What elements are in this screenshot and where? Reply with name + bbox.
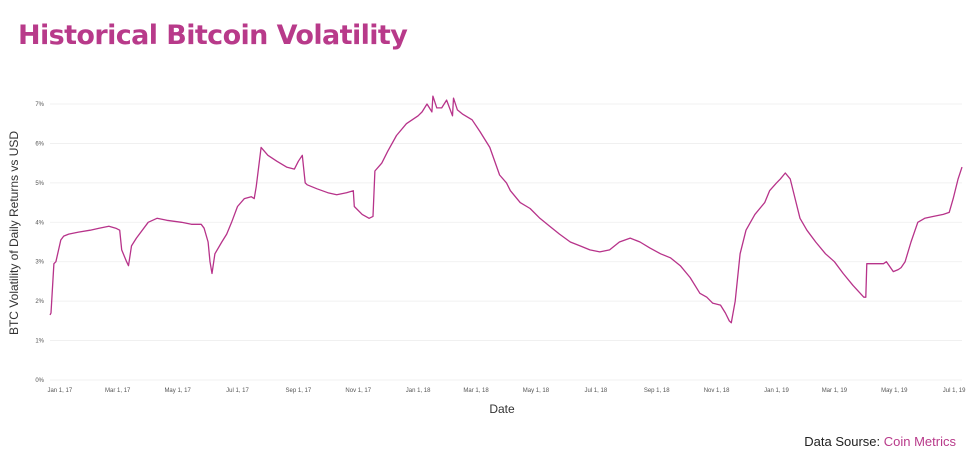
y-tick-label: 3% [35, 260, 44, 266]
grid [50, 103, 962, 381]
x-tick-label: Jan 1, 19 [764, 388, 789, 394]
data-source-prefix: Data Sourse: [804, 434, 881, 449]
x-axis: Jan 1, 17 Mar 1, 17 May 1, 17 Jul 1, 17 Sep … [47, 388, 966, 394]
x-tick-label: Nov 1, 17 [345, 388, 371, 394]
x-tick-label: May 1, 19 [881, 388, 908, 394]
x-tick-label: Mar 1, 19 [822, 388, 848, 394]
y-axis: 0% 1% 2% 3% 4% 5% 6% 7% [35, 102, 44, 384]
x-tick-label: Sep 1, 17 [286, 388, 312, 394]
y-tick-label: 2% [35, 299, 44, 305]
x-tick-label: Nov 1, 18 [704, 388, 730, 394]
y-tick-label: 4% [35, 220, 44, 226]
x-tick-label: Sep 1, 18 [644, 388, 670, 394]
y-tick-label: 0% [35, 378, 44, 384]
x-tick-label: May 1, 17 [164, 388, 191, 394]
x-tick-label: Jul 1, 18 [584, 388, 607, 394]
y-tick-label: 7% [35, 102, 44, 108]
chart-title: Historical Bitcoin Volatility [18, 20, 408, 51]
x-tick-label: Mar 1, 17 [105, 388, 131, 394]
y-tick-label: 6% [35, 141, 44, 147]
y-tick-label: 1% [35, 339, 44, 345]
data-source-name: Coin Metrics [883, 434, 956, 449]
volatility-line [49, 95, 963, 324]
y-axis-label: BTC Volatility of Daily Returns vs USD [7, 131, 21, 335]
x-tick-label: May 1, 18 [523, 388, 550, 394]
x-axis-label: Date [489, 402, 515, 416]
x-tick-label: Mar 1, 18 [463, 388, 489, 394]
x-tick-label: Jul 1, 17 [226, 388, 249, 394]
x-tick-label: Jan 1, 18 [406, 388, 431, 394]
data-source: Data Sourse: Coin Metrics [804, 434, 956, 449]
x-tick-label: Jan 1, 17 [47, 388, 72, 394]
y-tick-label: 5% [35, 181, 44, 187]
x-tick-label: Jul 1, 19 [943, 388, 966, 394]
